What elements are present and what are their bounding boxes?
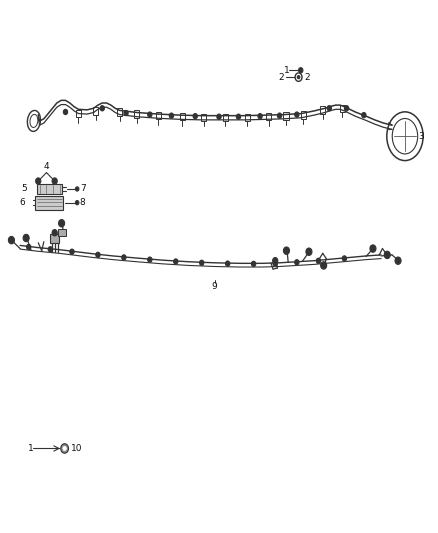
Circle shape [362, 112, 366, 118]
Circle shape [277, 113, 282, 118]
Bar [201, 114, 206, 121]
Circle shape [23, 235, 29, 241]
Circle shape [169, 113, 173, 118]
Text: 2: 2 [304, 72, 310, 82]
Text: 2: 2 [278, 72, 284, 82]
Circle shape [63, 446, 66, 450]
Circle shape [8, 237, 14, 244]
Circle shape [321, 262, 327, 269]
Bar [93, 107, 99, 115]
Text: 8: 8 [80, 198, 85, 207]
Text: 7: 7 [80, 184, 85, 193]
Text: 4: 4 [44, 162, 49, 171]
Bar [180, 113, 185, 120]
Circle shape [299, 68, 303, 73]
Bar [117, 108, 122, 116]
Circle shape [306, 248, 312, 255]
Circle shape [173, 259, 178, 264]
Circle shape [251, 261, 256, 266]
Text: 5: 5 [21, 184, 27, 193]
Circle shape [59, 220, 65, 227]
Circle shape [70, 249, 74, 254]
Bar [244, 114, 250, 121]
Circle shape [283, 247, 290, 254]
Circle shape [200, 260, 204, 265]
Circle shape [226, 261, 230, 266]
Circle shape [52, 230, 57, 236]
Bar [37, 184, 63, 193]
Circle shape [75, 187, 79, 191]
Bar [134, 110, 139, 118]
Bar [283, 112, 289, 120]
Circle shape [96, 252, 100, 257]
Circle shape [236, 114, 240, 119]
Circle shape [295, 260, 299, 265]
Bar [58, 229, 66, 236]
Circle shape [344, 106, 349, 111]
Circle shape [100, 106, 104, 111]
Bar [156, 112, 161, 119]
Circle shape [295, 112, 299, 117]
Circle shape [193, 114, 198, 119]
Circle shape [75, 200, 79, 205]
Circle shape [295, 73, 302, 82]
Circle shape [384, 251, 390, 259]
Circle shape [395, 257, 401, 264]
Circle shape [35, 178, 41, 184]
Circle shape [297, 76, 300, 79]
Bar [223, 114, 228, 121]
Bar [50, 235, 59, 243]
Text: 9: 9 [212, 282, 218, 291]
Circle shape [273, 261, 277, 266]
Circle shape [64, 109, 67, 115]
Circle shape [370, 245, 376, 252]
Text: 3: 3 [418, 132, 424, 141]
Bar [301, 111, 306, 119]
Bar [266, 113, 271, 120]
Circle shape [327, 106, 332, 111]
Circle shape [148, 112, 152, 117]
Text: 1: 1 [284, 66, 290, 75]
Bar [320, 106, 325, 114]
Circle shape [52, 178, 57, 184]
Circle shape [61, 443, 68, 453]
Circle shape [148, 257, 152, 262]
Bar [339, 104, 345, 112]
Bar [35, 196, 64, 209]
Circle shape [272, 257, 278, 264]
Circle shape [48, 247, 53, 252]
Bar [76, 110, 81, 117]
Circle shape [316, 258, 321, 263]
Circle shape [122, 255, 126, 260]
Circle shape [27, 244, 31, 249]
Text: 1: 1 [28, 444, 34, 453]
Circle shape [342, 256, 346, 261]
Circle shape [124, 110, 128, 116]
Text: 10: 10 [71, 444, 82, 453]
Circle shape [258, 114, 262, 119]
Text: 6: 6 [19, 198, 25, 207]
Circle shape [217, 114, 221, 119]
